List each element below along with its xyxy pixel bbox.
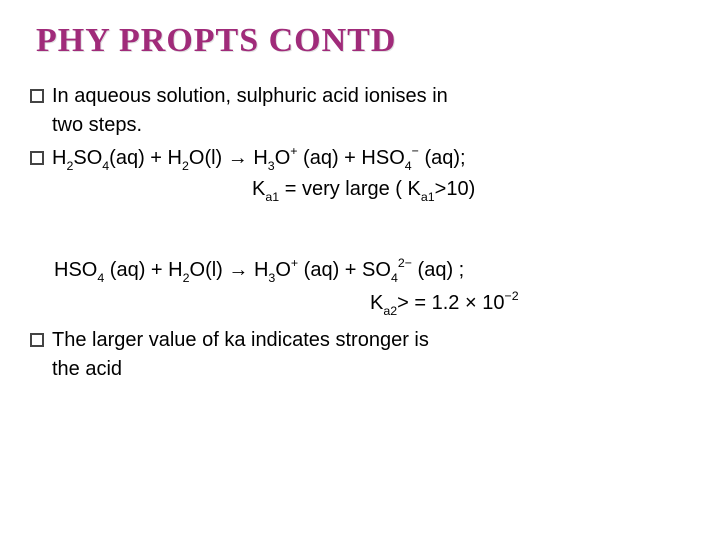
t: O [275, 259, 291, 281]
p3-line2: the acid [52, 358, 122, 380]
sup-2minus: 2− [398, 256, 412, 270]
para-3-text: The larger value of ka indicates stronge… [52, 326, 690, 384]
ka1-line: Ka1 = very large ( Ka1>10) [252, 178, 475, 200]
t: (aq); [419, 147, 466, 169]
t: = very large ( K [285, 178, 421, 200]
t: >10) [435, 178, 476, 200]
eq2-line: HSO4 (aq) + H2O(l) → H3O+ (aq) + SO42− (… [54, 256, 690, 287]
sub-2: 2 [66, 159, 73, 173]
t: O(l) → H [190, 259, 269, 281]
square-bullet-icon [30, 151, 44, 165]
sub-2: 2 [183, 271, 190, 285]
sub-4: 4 [97, 271, 104, 285]
square-bullet-icon [30, 333, 44, 347]
sup-plus: + [290, 144, 297, 158]
t: O [275, 147, 291, 169]
sub-3: 3 [268, 159, 275, 173]
sub-2: 2 [182, 159, 189, 173]
sup-minus: − [412, 144, 419, 158]
t: > = 1.2 × 10 [397, 292, 504, 314]
t: (aq) + H [104, 259, 182, 281]
sub-4: 4 [102, 159, 109, 173]
bullet-para-3: The larger value of ka indicates stronge… [30, 326, 690, 384]
sub-a1: a1 [421, 190, 435, 204]
t: (aq) + H [109, 147, 182, 169]
bullet-para-1: In aqueous solution, sulphuric acid ioni… [30, 82, 690, 140]
t: HSO [54, 259, 97, 281]
square-bullet-icon [30, 89, 44, 103]
t: K [252, 178, 265, 200]
p3-line1: The larger value of ka indicates stronge… [52, 329, 429, 351]
sub-4: 4 [391, 271, 398, 285]
slide-title: PHY PROPTS CONTD [36, 22, 690, 60]
para-1-text: In aqueous solution, sulphuric acid ioni… [52, 82, 690, 140]
t: K [370, 292, 383, 314]
t: O(l) → H [189, 147, 268, 169]
bullet-eq-1: H2SO4(aq) + H2O(l) → H3O+ (aq) + HSO4− (… [30, 144, 690, 206]
t: H [52, 147, 66, 169]
sub-a1: a1 [265, 190, 279, 204]
t: SO [73, 147, 102, 169]
sub-4: 4 [405, 159, 412, 173]
t: (aq) + HSO [298, 147, 405, 169]
sub-3: 3 [268, 271, 275, 285]
sub-a2: a2 [383, 304, 397, 318]
eq1-text: H2SO4(aq) + H2O(l) → H3O+ (aq) + HSO4− (… [52, 144, 690, 206]
t: (aq) + SO [298, 259, 391, 281]
t: (aq) ; [412, 259, 464, 281]
ka2-line: Ka2> = 1.2 × 10−2 [370, 289, 690, 320]
p1-line1: In aqueous solution, sulphuric acid ioni… [52, 85, 448, 107]
slide-content: In aqueous solution, sulphuric acid ioni… [30, 82, 690, 384]
p1-line2: two steps. [52, 114, 142, 136]
sup-plus: + [291, 256, 298, 270]
sup-m2: −2 [504, 289, 518, 303]
